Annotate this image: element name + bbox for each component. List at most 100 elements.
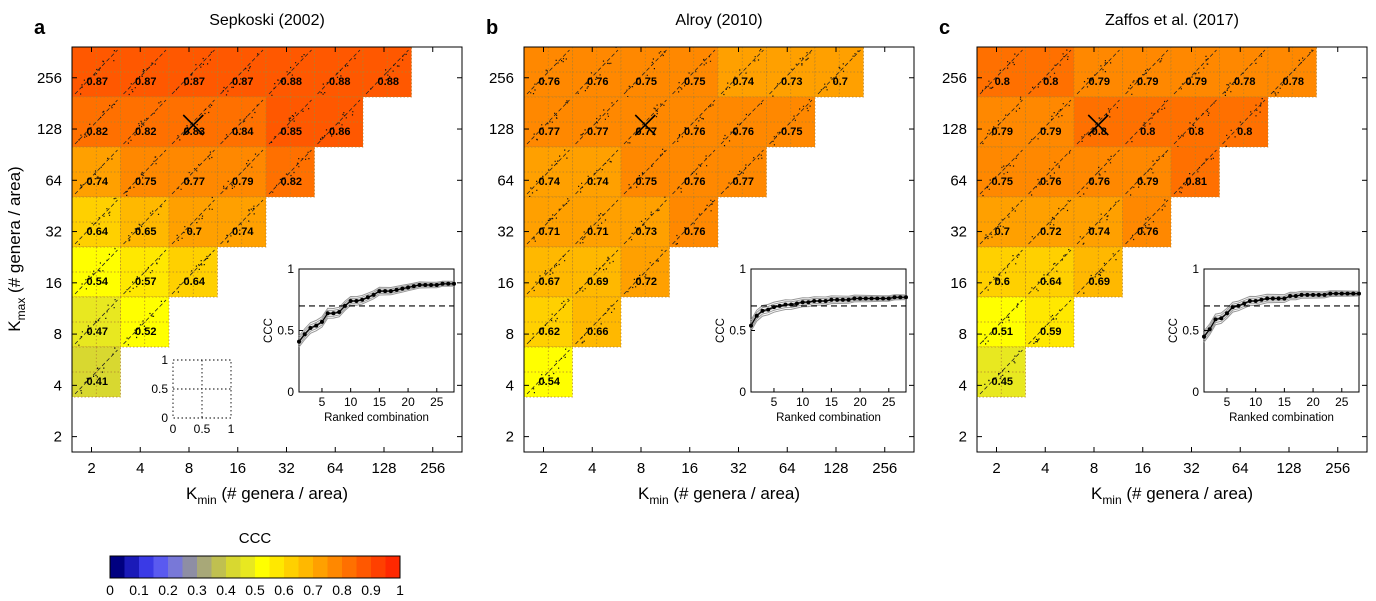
cell-value-label: 0.67 [539,276,560,288]
inset-point [1305,292,1310,297]
inset-x-tick: 15 [1278,395,1292,409]
inset-y-tick: 1 [1192,262,1199,276]
inset-point [1351,291,1356,296]
x-tick-label: 128 [1276,460,1301,477]
heatmap-cell: 0.76 [1122,196,1172,248]
best-combination-marker [1087,114,1109,136]
x-tick-label: 2 [992,460,1000,477]
heatmap-cell: 0.64 [168,246,218,298]
heatmap-cell: 0.77 [523,96,573,148]
heatmap-cell: 0.54 [523,346,573,398]
inset-point [1265,296,1270,301]
colorbar-tick-label: 1 [396,582,404,598]
inset-point [852,296,857,301]
inset-point [319,319,324,324]
y-tick-label: 16 [497,275,514,292]
inset-y-label: CCC [715,318,727,343]
heatmap-cell: 0.74 [523,146,573,198]
y-tick-label: 2 [959,429,967,446]
inset-point [377,289,382,294]
inset-point [892,295,897,300]
heatmap-cell: 0.87 [168,46,218,98]
colorbar-swatch [139,556,154,578]
heatmap-cell: 0.8 [976,46,1026,98]
inset-point [777,303,782,308]
heatmap-cell: 0.52 [120,296,170,348]
cell-value-label: 0.82 [281,176,302,188]
cell-value-label: 0.82 [135,126,156,138]
cell-value-label: 0.79 [1137,76,1158,88]
inset-y-tick: 1 [287,262,294,276]
colorbar-ticks: 0 0.1 0.2 0.3 0.4 0.5 0.6 0.7 0.8 0.9 1 [106,582,404,598]
inset-point [406,285,411,290]
heatmap-cell: 0.8 [1025,46,1075,98]
cell-value-label: 0.65 [135,226,156,238]
inset-point [348,298,353,303]
best-combination-marker [634,114,656,136]
heatmap-cell: 0.75 [976,146,1026,198]
colorbar-swatch [385,556,401,578]
cell-value-label: 0.76 [684,226,705,238]
inset-point [308,326,313,331]
heatmap-cell: 0.79 [1170,46,1220,98]
panel-title: Alroy (2010) [675,12,762,29]
cell-value-label: 0.73 [636,226,657,238]
heatmap-cell: 0.88 [265,46,315,98]
x-tick-label: 64 [779,460,796,477]
inset-point [1328,291,1333,296]
ranked-inset: 5 10 15 20 25 0 0.5 1 Ranked combination CCC [715,262,908,424]
heatmap-cell: 0.76 [1073,146,1123,198]
x-tick-label: 128 [371,460,396,477]
inset-point [840,297,845,302]
inset-point [1288,294,1293,299]
cell-value-label: 0.74 [87,176,109,188]
heatmap-cell: 0.74 [1073,196,1123,248]
colorbar-swatch [110,556,125,578]
scale-y-tick: 0 [161,411,168,425]
inset-point [1357,291,1361,296]
x-axis-title: Kmin (# genera / area) [638,484,800,507]
x-tick-label: 2 [87,460,95,477]
heatmap-cell: 0.7 [168,196,218,248]
cell-value-label: 0.74 [539,176,561,188]
inset-point [817,298,822,303]
panel-c: c Zaffos et al. (2017) 0.8 0.8 0.79 0.79 0.7… [939,12,1368,507]
cell-value-label: 0.69 [1089,276,1110,288]
x-tick-label: 2 [539,460,547,477]
inset-point [388,289,393,294]
inset-point [904,295,908,300]
inset-point [411,284,416,289]
cell-value-label: 0.79 [232,176,253,188]
heatmap-cell: 0.88 [314,46,364,98]
cell-value-label: 0.87 [184,76,205,88]
inset-point [446,281,451,286]
inset-point [766,307,771,312]
inset-series-line [750,296,906,326]
cell-value-label: 0.51 [992,326,1013,338]
cell-value-label: 0.79 [1040,126,1061,138]
y-tick-label: 256 [37,70,62,87]
x-tick-label: 64 [1232,460,1249,477]
cell-value-label: 0.88 [329,76,350,88]
inset-point [383,289,388,294]
inset-y-tick: 0 [287,385,294,399]
inset-point [1270,296,1275,301]
colorbar-title: CCC [239,530,272,547]
heatmap-cell: 0.85 [265,96,315,148]
inset-x-label: Ranked combination [324,412,429,424]
heatmap-cell: 0.79 [1122,46,1172,98]
cell-value-label: 0.84 [232,126,254,138]
inset-x-tick: 25 [430,395,444,409]
inset-x-tick: 5 [1224,395,1231,409]
cell-value-label: 0.77 [587,126,608,138]
inset-y-tick: 0 [1192,385,1199,399]
cell-value-label: 0.75 [636,176,657,188]
heatmap-cell: 0.74 [217,196,267,248]
ranked-inset: 5 10 15 20 25 0 0.5 1 Ranked combination CCC [1168,262,1361,424]
y-tick-label: 64 [45,172,62,189]
heatmap-cell: 0.75 [620,146,670,198]
y-tick-label: 128 [489,121,514,138]
inset-x-tick: 10 [796,395,810,409]
inset-point [302,332,307,337]
inset-x-tick: 15 [825,395,839,409]
